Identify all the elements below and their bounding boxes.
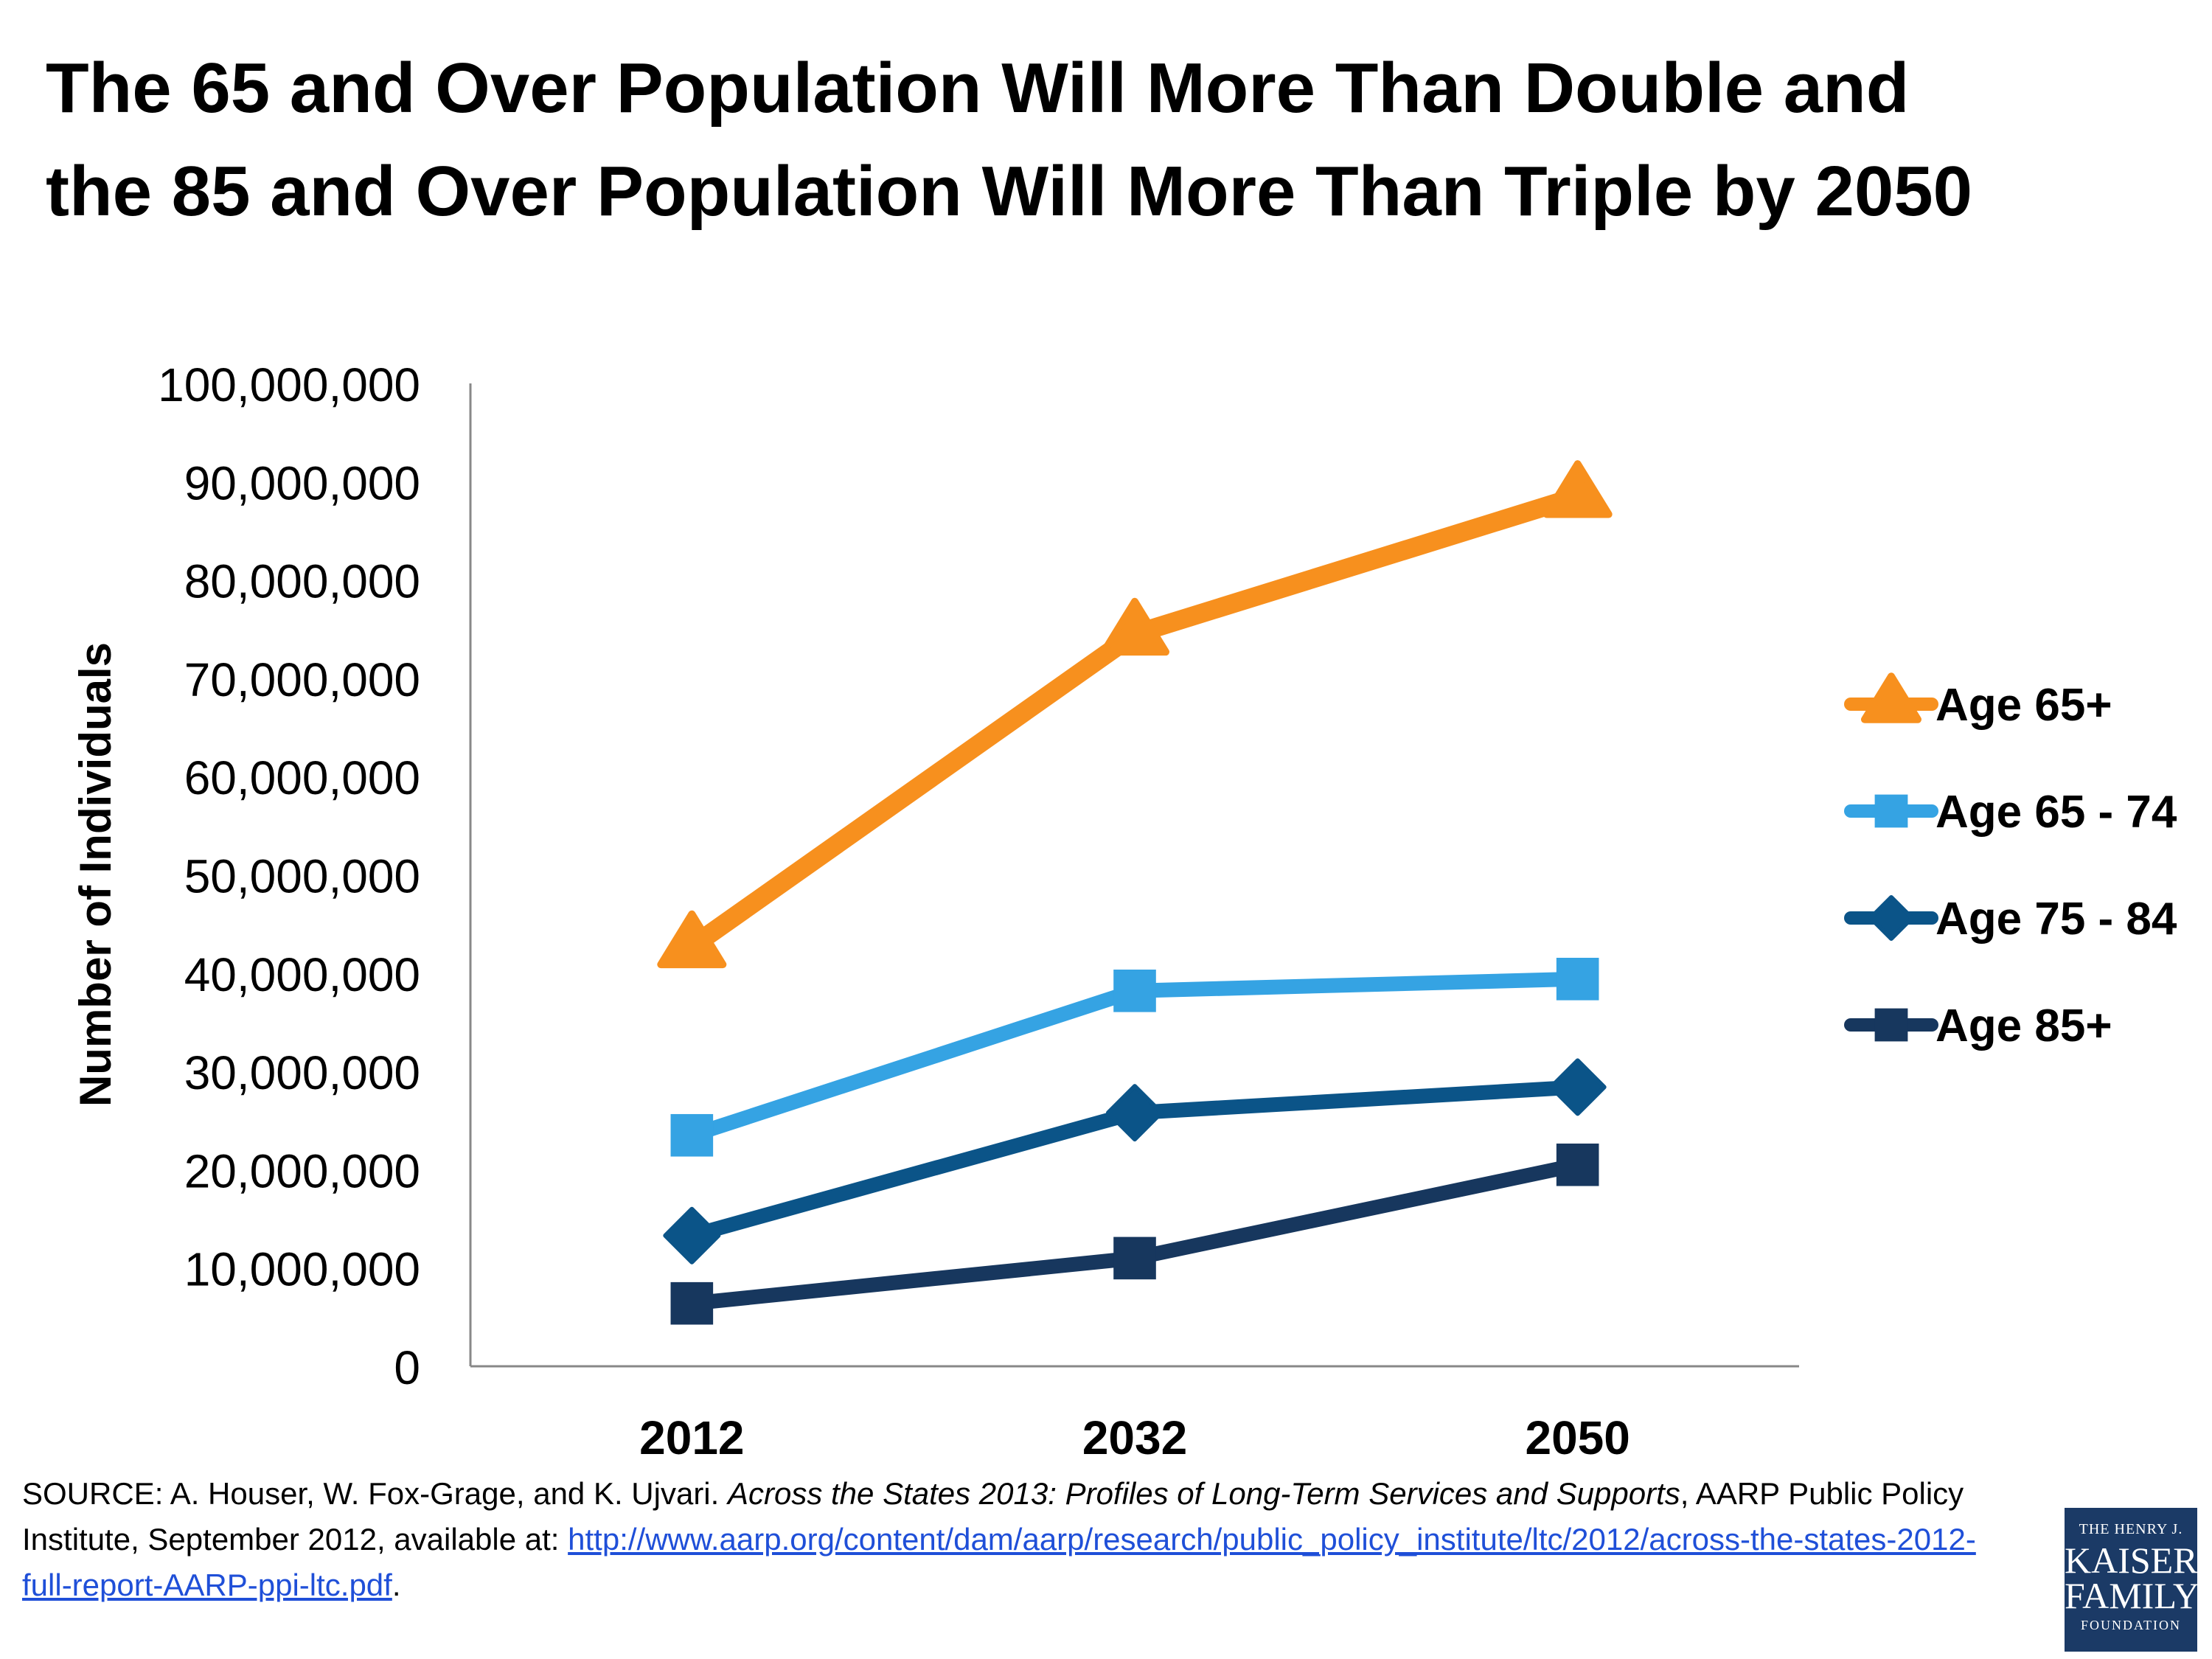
kff-logo: THE HENRY J. KAISER FAMILY FOUNDATION — [2065, 1508, 2199, 1652]
y-tick-label: 10,000,000 — [184, 1243, 420, 1296]
data-point — [1556, 957, 1599, 1001]
chart-title: The 65 and Over Population Will More Tha… — [46, 37, 2184, 243]
source-title: Across the States 2013: Profiles of Long… — [727, 1476, 1680, 1511]
data-point — [1113, 1237, 1156, 1280]
legend-marker — [1874, 794, 1908, 828]
source-note: SOURCE: A. Houser, W. Fox-Grage, and K. … — [22, 1471, 1998, 1608]
source-middle: , AARP Public Policy Institute, Septembe… — [22, 1476, 1964, 1557]
source-suffix: . — [392, 1568, 401, 1602]
y-tick-label: 60,000,000 — [184, 751, 420, 804]
data-point — [657, 910, 727, 969]
legend-marker — [1874, 1008, 1908, 1042]
y-tick-label: 30,000,000 — [184, 1046, 420, 1099]
series-line — [684, 1157, 1585, 1311]
logo-line-1: THE HENRY J. — [2079, 1521, 2183, 1537]
x-tick-label: 2032 — [1082, 1411, 1187, 1464]
x-tick-label: 2012 — [639, 1411, 744, 1464]
title-line-2: the 85 and Over Population Will More Tha… — [46, 152, 1973, 231]
source-link[interactable]: http://www.aarp.org/content/dam/aarp/res… — [22, 1522, 1976, 1602]
legend-marker — [1868, 895, 1914, 941]
x-tick-label: 2050 — [1525, 1411, 1630, 1464]
legend-label: Age 85+ — [1935, 1001, 2112, 1051]
data-point — [1556, 1143, 1599, 1186]
y-tick-label: 90,000,000 — [184, 456, 420, 509]
data-point — [1543, 460, 1613, 518]
data-point — [663, 1206, 721, 1265]
legend-label: Age 65+ — [1935, 680, 2112, 731]
y-axis-title: Number of Individuals — [71, 642, 120, 1107]
data-point — [670, 1113, 714, 1157]
line-chart: 0 10,000,000 20,000,000 30,000,000 40,000,00… — [71, 358, 2177, 1464]
source-prefix: SOURCE: A. Houser, W. Fox-Grage, and K. … — [22, 1476, 728, 1511]
logo-line-2: KAISER — [2065, 1540, 2198, 1581]
series-line — [682, 487, 1587, 956]
title-line-1: The 65 and Over Population Will More Tha… — [46, 49, 1910, 128]
data-point — [670, 1281, 714, 1325]
data-point — [1100, 597, 1169, 656]
y-tick-label: 70,000,000 — [184, 653, 420, 706]
legend-label: Age 75 - 84 — [1935, 894, 2177, 945]
y-tick-label: 100,000,000 — [158, 358, 420, 411]
y-tick-label: 40,000,000 — [184, 948, 420, 1001]
y-tick-label: 50,000,000 — [184, 850, 420, 903]
legend-label: Age 65 - 74 — [1935, 787, 2177, 838]
y-tick-label: 80,000,000 — [184, 555, 420, 608]
y-tick-label: 0 — [394, 1341, 420, 1394]
data-point — [1113, 969, 1156, 1012]
data-point — [1106, 1084, 1164, 1142]
logo-line-3: FAMILY — [2065, 1575, 2199, 1616]
logo-line-4: FOUNDATION — [2081, 1618, 2181, 1632]
data-point — [1548, 1058, 1607, 1116]
legend-marker — [1861, 672, 1921, 723]
y-tick-label: 20,000,000 — [184, 1144, 420, 1197]
